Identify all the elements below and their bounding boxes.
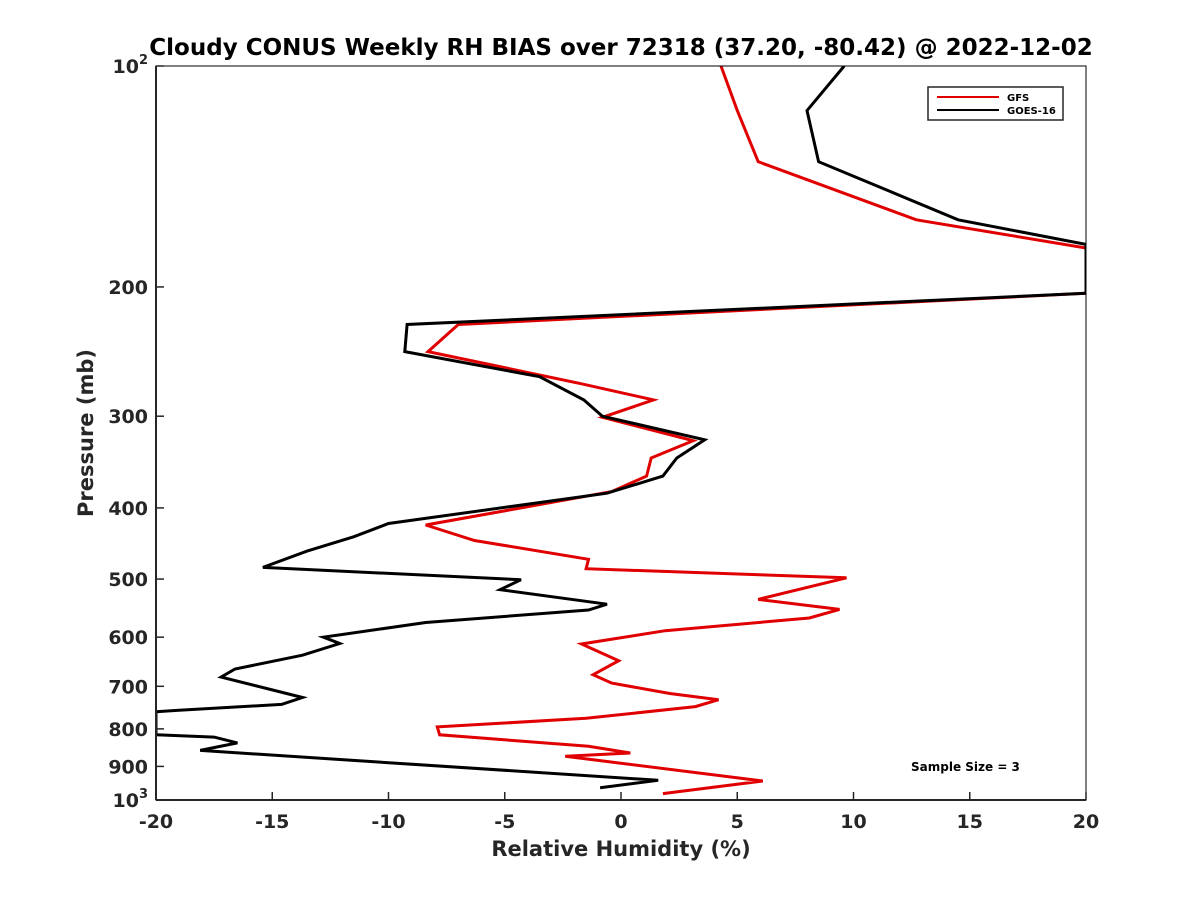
legend-box — [927, 86, 1064, 121]
x-tick-label: -15 — [255, 811, 289, 833]
y-tick-label: 400 — [108, 498, 148, 520]
y-tick-label: 102 — [113, 53, 149, 78]
series-line-gfs — [424, 66, 1086, 796]
x-tick-label: 0 — [614, 811, 627, 833]
sample-size-annotation: Sample Size = 3 — [911, 760, 1020, 774]
legend-label-goes16: GOES-16 — [1007, 106, 1056, 117]
y-tick-label: 103 — [113, 787, 149, 812]
y-ticks: 102 200 300 400 500 600 700 800 900 103 — [108, 53, 164, 812]
x-tick-label: 10 — [840, 811, 866, 833]
x-tick-label: -10 — [371, 811, 405, 833]
x-tick-label: -5 — [494, 811, 515, 833]
legend-label-gfs: GFS — [1007, 93, 1029, 104]
x-axis-label: Relative Humidity (%) — [491, 837, 750, 861]
y-tick-label: 700 — [108, 676, 148, 698]
x-tick-label: -20 — [139, 811, 173, 833]
x-ticks: -20 -15 -10 -5 0 5 10 15 20 — [139, 792, 1099, 833]
y-tick-label: 900 — [108, 756, 148, 778]
x-tick-label: 20 — [1073, 811, 1099, 833]
y-axis-label: Pressure (mb) — [74, 349, 98, 517]
series-layer — [156, 66, 1086, 796]
legend: GFS GOES-16 — [927, 86, 1064, 121]
y-tick-label: 500 — [108, 569, 148, 591]
x-tick-label: 5 — [731, 811, 744, 833]
y-tick-label: 800 — [108, 719, 148, 741]
y-tick-label: 600 — [108, 627, 148, 649]
y-tick-label: 300 — [108, 406, 148, 428]
chart-title: Cloudy CONUS Weekly RH BIAS over 72318 (… — [149, 35, 1092, 61]
y-tick-label: 200 — [108, 277, 148, 299]
series-line-goes16 — [156, 66, 1086, 790]
x-tick-label: 15 — [957, 811, 983, 833]
